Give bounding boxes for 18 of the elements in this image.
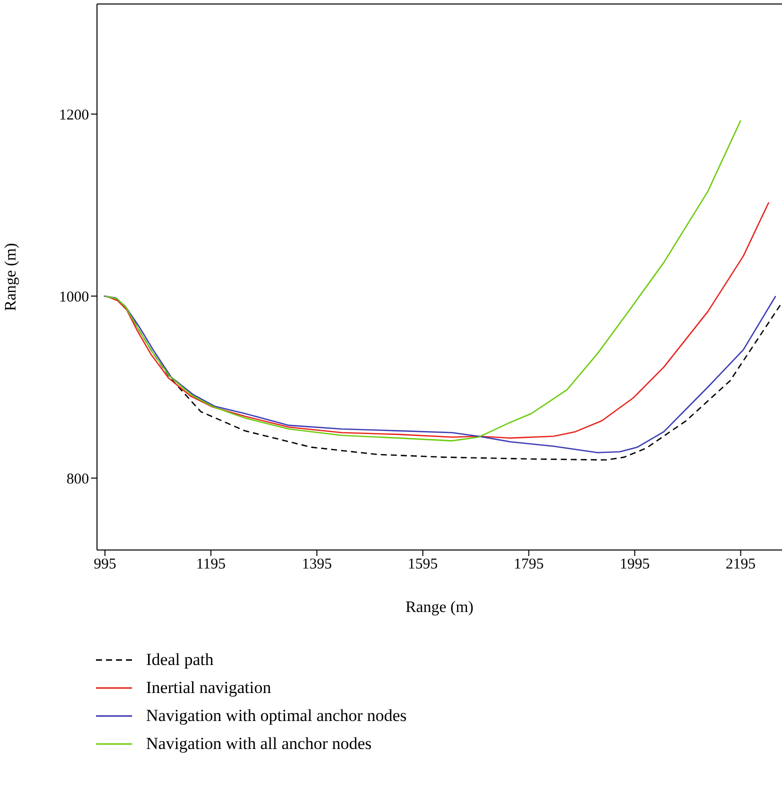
legend-label: Navigation with optimal anchor nodes (146, 706, 407, 726)
y-tick-label: 1200 (59, 107, 89, 124)
line-series (105, 202, 770, 439)
x-tick-label: 2195 (726, 556, 756, 573)
line-series (104, 120, 742, 442)
y-tick-label: 1000 (59, 289, 89, 306)
x-tick-label: 1195 (196, 556, 226, 573)
y-axis-title: Range (m) (2, 243, 20, 311)
x-tick-label: 1395 (302, 556, 332, 573)
x-tick-label: 1595 (408, 556, 438, 573)
x-tick-label: 1795 (514, 556, 544, 573)
x-axis-title: Range (m) (406, 599, 474, 616)
legend-label: Inertial navigation (146, 678, 272, 698)
x-tick-label: 995 (94, 556, 116, 573)
x-tick-label: 1995 (620, 556, 650, 573)
legend-label: Navigation with all anchor nodes (146, 734, 372, 754)
legend-label: Ideal path (146, 650, 214, 670)
y-tick-label: 800 (66, 471, 89, 488)
